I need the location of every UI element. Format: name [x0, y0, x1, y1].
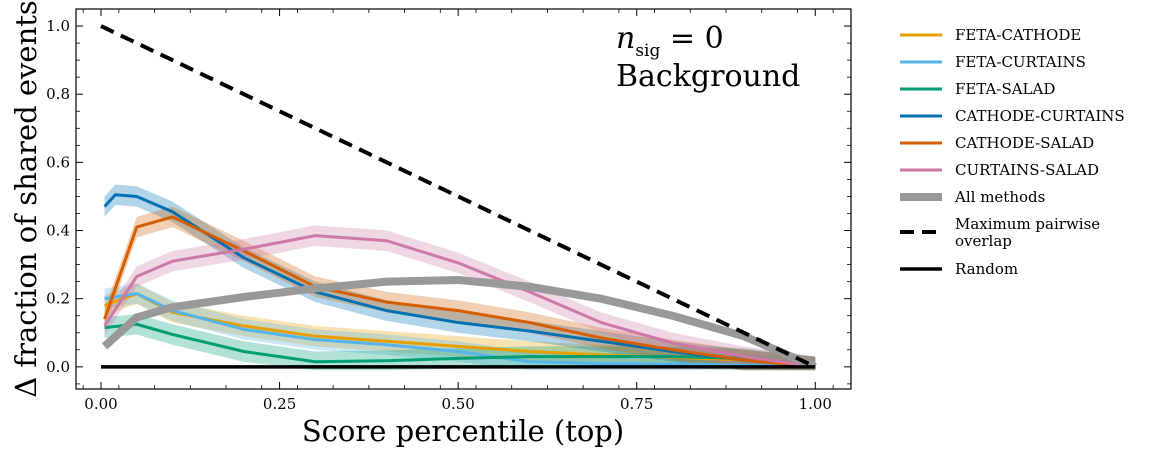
- band-cathode-salad: [104, 206, 816, 371]
- legend-label: CATHODE-SALAD: [955, 134, 1094, 152]
- legend-item-curtains-salad: CURTAINS-SALAD: [900, 161, 1099, 179]
- y-axis-label: Δ fraction of shared events: [9, 0, 43, 398]
- legend-label: FETA-SALAD: [955, 80, 1055, 98]
- legend-label: Maximum pairwise: [955, 215, 1100, 233]
- series-line-cathode-salad: [103, 215, 816, 369]
- y-tick-label: 0.8: [46, 85, 70, 103]
- legend: FETA-CATHODE FETA-CURTAINS FETA-SALAD CATHO…: [900, 26, 1125, 278]
- legend-label: All methods: [954, 188, 1045, 206]
- y-tick-label: 0.4: [46, 222, 70, 240]
- x-axis-label: Score percentile (top): [302, 414, 624, 448]
- legend-item-all-methods: All methods: [900, 188, 1045, 206]
- annotation: nsig = 0 Background: [616, 21, 800, 94]
- band-feta-cathode: [104, 283, 816, 371]
- x-tick-label: 0.50: [441, 395, 474, 413]
- series-line-cathode-curtains: [103, 193, 816, 369]
- legend-label: CATHODE-CURTAINS: [955, 107, 1125, 125]
- x-tick-label: 1.00: [799, 395, 832, 413]
- x-tick-label: 0.00: [84, 395, 117, 413]
- plot-frame: [75, 8, 852, 390]
- series-line-all-methods: [101, 275, 817, 371]
- y-tick-label: 0.6: [46, 153, 70, 171]
- legend-item-cathode-salad: CATHODE-SALAD: [900, 134, 1094, 152]
- series-line-curtains-salad: [103, 234, 816, 369]
- x-tick-label: 0.25: [263, 395, 296, 413]
- legend-label: CURTAINS-SALAD: [955, 161, 1099, 179]
- legend-label: FETA-CATHODE: [955, 26, 1081, 44]
- series-lines: [100, 24, 817, 371]
- series-line-feta-salad: [104, 322, 816, 369]
- y-tick-label: 1.0: [46, 17, 70, 35]
- legend-label-line2: overlap: [955, 232, 1012, 250]
- legend-item-feta-salad: FETA-SALAD: [900, 80, 1055, 98]
- annotation-line1: nsig = 0: [616, 21, 724, 61]
- legend-label: Random: [955, 260, 1018, 278]
- y-tick-label: 0.2: [46, 290, 70, 308]
- annotation-line2: Background: [616, 59, 800, 94]
- legend-item-random: Random: [900, 260, 1018, 278]
- axis-ticks: 0.00 0.25 0.50 0.75 1.00 0.0 0.2 0.4 0.6 0.8 1.0: [46, 9, 851, 413]
- band-cathode-curtains: [104, 184, 816, 371]
- x-tick-label: 0.75: [620, 395, 653, 413]
- legend-item-feta-curtains: FETA-CURTAINS: [900, 53, 1086, 71]
- y-tick-label: 0.0: [46, 358, 70, 376]
- legend-label: FETA-CURTAINS: [955, 53, 1086, 71]
- plot-area: [75, 8, 852, 390]
- legend-item-cathode-curtains: CATHODE-CURTAINS: [900, 107, 1125, 125]
- legend-item-feta-cathode: FETA-CATHODE: [900, 26, 1081, 44]
